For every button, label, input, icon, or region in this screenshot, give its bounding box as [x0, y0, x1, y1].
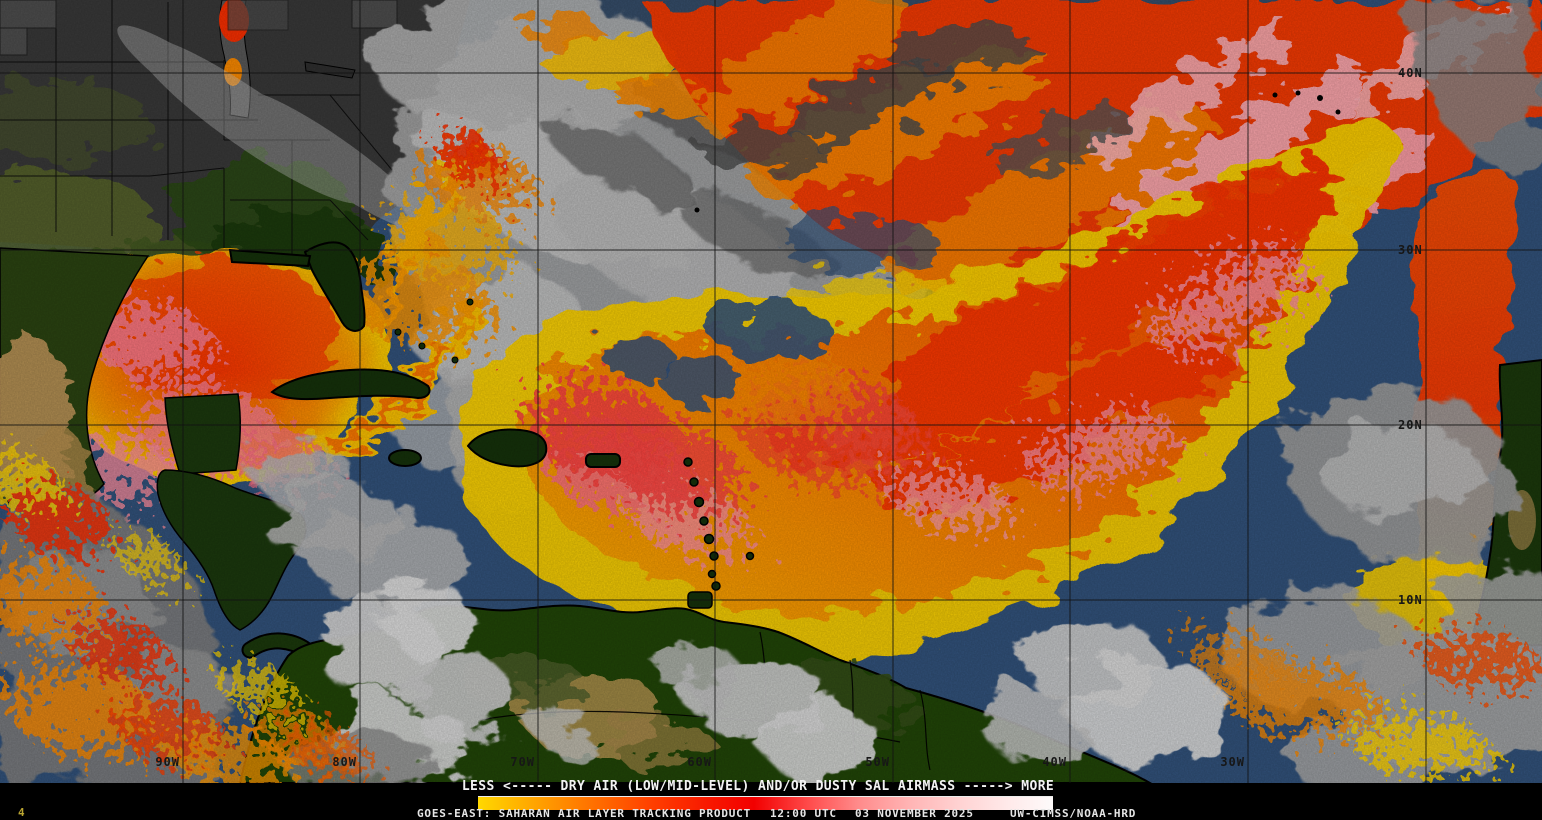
valid-date: 03 NOVEMBER 2025: [855, 807, 974, 820]
product-title: GOES-EAST: SAHARAN AIR LAYER TRACKING PR…: [417, 807, 752, 820]
frame-number: 4: [18, 806, 25, 819]
colorbar-gradient: [478, 796, 1053, 810]
valid-time: 12:00 UTC: [770, 807, 837, 820]
image-grain-overlay: [0, 0, 1542, 783]
credit: UW-CIMSS/NOAA-HRD: [1010, 807, 1137, 820]
status-bar: GOES-EAST: SAHARAN AIR LAYER TRACKING PR…: [0, 807, 1542, 820]
colorbar-caption: LESS <----- DRY AIR (LOW/MID-LEVEL) AND/…: [461, 779, 1055, 794]
